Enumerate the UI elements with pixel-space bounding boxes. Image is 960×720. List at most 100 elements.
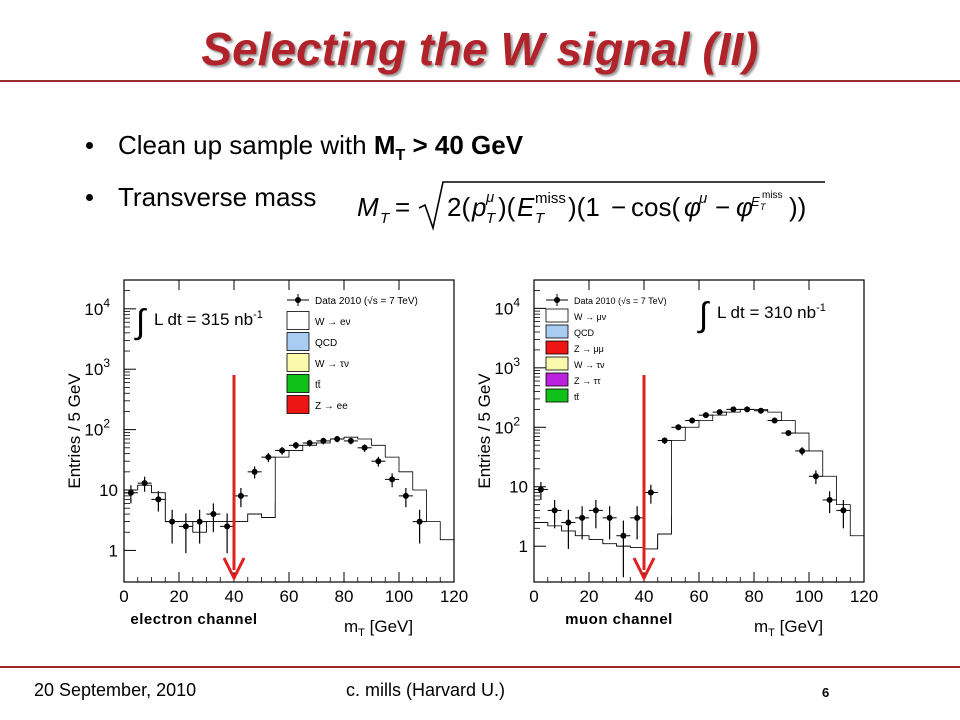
x-tick-label: 100 bbox=[795, 587, 823, 606]
data-point bbox=[416, 518, 423, 525]
x-tick-label: 80 bbox=[335, 587, 354, 606]
page-number: 6 bbox=[822, 685, 830, 700]
legend-label: Z → ττ bbox=[574, 376, 601, 386]
x-tick-label: 120 bbox=[850, 587, 878, 606]
x-tick-label: 60 bbox=[690, 587, 709, 606]
x-axis-label: mT [GeV] bbox=[344, 617, 413, 639]
svg-text:E: E bbox=[517, 192, 535, 222]
x-tick-label: 60 bbox=[280, 587, 299, 606]
x-tick-label: 0 bbox=[529, 587, 538, 606]
integral-sign: ∫ bbox=[134, 303, 147, 341]
data-point bbox=[661, 437, 668, 444]
legend-swatch bbox=[545, 356, 569, 371]
bullet-dot bbox=[86, 194, 93, 201]
legend-swatch bbox=[545, 372, 569, 387]
title-rule bbox=[0, 80, 960, 82]
svg-text:M: M bbox=[357, 192, 379, 222]
legend-label: W → τν bbox=[574, 360, 605, 370]
x-axis-label: mT [GeV] bbox=[754, 617, 823, 639]
data-point bbox=[592, 507, 599, 514]
footer-author: c. mills (Harvard U.) bbox=[346, 680, 506, 700]
legend-label: W → eν bbox=[315, 317, 351, 328]
svg-text:φ: φ bbox=[684, 192, 701, 222]
y-tick-label: 1 bbox=[519, 537, 528, 556]
data-point bbox=[551, 507, 558, 514]
data-point bbox=[210, 511, 217, 518]
bullet-cut-prefix: Clean up sample with bbox=[118, 130, 374, 160]
legend-swatch bbox=[545, 308, 569, 323]
x-tick-label: 100 bbox=[385, 587, 413, 606]
y-axis-label: Entries / 5 GeV bbox=[65, 373, 84, 489]
legend-label: tt̄ bbox=[315, 379, 321, 391]
svg-text:=: = bbox=[395, 192, 410, 222]
x-tick-label: 40 bbox=[635, 587, 654, 606]
data-point bbox=[127, 489, 134, 496]
legend-label: W → μν bbox=[574, 312, 607, 322]
legend-label: Z → ee bbox=[315, 401, 348, 412]
x-tick-label: 40 bbox=[225, 587, 244, 606]
legend-swatch bbox=[286, 311, 310, 330]
data-point bbox=[826, 496, 833, 503]
svg-text:miss: miss bbox=[762, 190, 783, 201]
svg-text:T: T bbox=[535, 210, 546, 227]
data-point bbox=[306, 440, 313, 447]
muon-channel-plot: 0 20 40 60 80 100 120 1 10 102 103 104 Entries / 5 G… bbox=[475, 279, 878, 639]
svg-text:)): )) bbox=[789, 192, 806, 222]
data-point bbox=[579, 514, 586, 521]
y-tick-label: 104 bbox=[494, 295, 520, 318]
x-tick-label: 20 bbox=[170, 587, 189, 606]
legend-swatch bbox=[545, 324, 569, 339]
bullet-cut-text: Clean up sample with MT > 40 GeV bbox=[118, 130, 523, 165]
x-tick-label: 20 bbox=[580, 587, 599, 606]
bullet-cut-symbol: M bbox=[373, 130, 396, 160]
legend-label: tt̄ bbox=[574, 392, 580, 402]
data-point bbox=[620, 532, 627, 539]
svg-text:φ: φ bbox=[736, 192, 753, 222]
data-point bbox=[771, 417, 778, 424]
channel-label: muon channel bbox=[565, 611, 673, 628]
y-tick-label: 102 bbox=[494, 414, 520, 437]
integral-sign: ∫ bbox=[697, 296, 710, 334]
y-tick-label: 10 bbox=[99, 481, 118, 500]
legend-marker bbox=[295, 297, 301, 303]
legend-label: QCD bbox=[315, 338, 337, 349]
y-tick-label: 10 bbox=[509, 478, 528, 497]
bullet-cut-subscript: T bbox=[395, 147, 406, 164]
svg-text:miss: miss bbox=[535, 190, 566, 207]
data-point bbox=[537, 486, 544, 493]
channel-label: electron channel bbox=[130, 611, 257, 628]
data-point bbox=[196, 518, 203, 525]
transverse-mass-formula: M T = 2( p T μ )( E T miss )(1 − cos( φ … bbox=[357, 181, 825, 231]
svg-text:μ: μ bbox=[698, 190, 707, 207]
data-point bbox=[182, 523, 189, 530]
x-tick-label: 0 bbox=[119, 587, 128, 606]
stack-w- bbox=[533, 408, 865, 583]
data-point bbox=[702, 412, 709, 419]
legend-label: QCD bbox=[574, 328, 595, 338]
data-point bbox=[565, 519, 572, 526]
legend-label: Data 2010 (√s = 7 TeV) bbox=[315, 295, 418, 307]
bullet-cut-suffix: > 40 GeV bbox=[405, 130, 524, 160]
legend-label: W → τν bbox=[315, 359, 349, 370]
svg-text:T: T bbox=[760, 202, 767, 212]
legend-swatch bbox=[286, 332, 310, 351]
y-tick-label: 103 bbox=[494, 355, 520, 378]
data-point bbox=[141, 480, 148, 487]
legend-swatch bbox=[545, 388, 569, 403]
data-point bbox=[730, 406, 737, 413]
legend-label: Data 2010 (√s = 7 TeV) bbox=[574, 296, 667, 306]
data-point bbox=[689, 417, 696, 424]
legend-swatch bbox=[286, 374, 310, 393]
x-tick-label: 120 bbox=[440, 587, 468, 606]
svg-text:p: p bbox=[471, 192, 486, 222]
svg-text:E: E bbox=[751, 194, 760, 209]
data-point bbox=[675, 424, 682, 431]
data-point bbox=[757, 407, 764, 414]
data-point bbox=[237, 492, 244, 499]
x-tick-label: 80 bbox=[745, 587, 764, 606]
cut-arrow-head bbox=[632, 557, 656, 582]
legend-swatch bbox=[286, 395, 310, 414]
data-point bbox=[334, 435, 341, 442]
data-point bbox=[785, 430, 792, 437]
data-point bbox=[292, 442, 299, 449]
